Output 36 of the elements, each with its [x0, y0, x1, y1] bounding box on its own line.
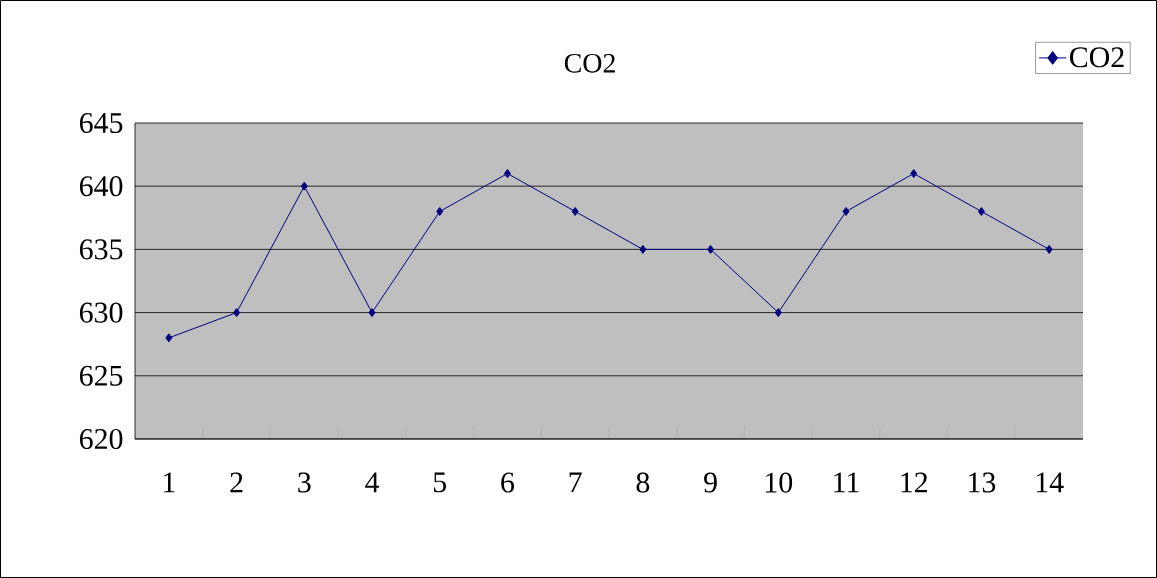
legend-label: CO2	[1069, 47, 1124, 68]
x-tick-label: 1	[164, 472, 175, 493]
point	[910, 169, 918, 179]
point	[300, 181, 308, 191]
point	[1045, 244, 1053, 254]
point	[436, 206, 444, 216]
y-tick-label: 645	[79, 112, 123, 134]
y-tick-label: 640	[79, 176, 123, 197]
point	[707, 244, 715, 254]
point	[977, 206, 985, 216]
x-tick-label: 6	[501, 472, 515, 493]
point	[639, 244, 647, 254]
x-tick-label: 14	[1036, 472, 1064, 493]
x-tick-label: 2	[230, 472, 243, 493]
x-tick-label: 12	[901, 472, 928, 493]
y-tick-label: 625	[79, 365, 123, 386]
x-tick-label: 5	[433, 472, 447, 493]
point	[503, 169, 511, 179]
x-tick-label: 11	[834, 472, 859, 493]
y-tick-label: 635	[79, 239, 123, 260]
point	[842, 206, 850, 216]
point	[774, 308, 782, 318]
x-tick-label: 7	[569, 472, 582, 493]
x-tick-label: 10	[765, 472, 793, 493]
y-tick-label: 620	[79, 428, 123, 450]
y-tick-label: 630	[79, 302, 123, 323]
point	[165, 333, 173, 343]
point	[233, 308, 241, 318]
x-tick-label: 8	[636, 472, 650, 493]
x-tick-label: 9	[704, 472, 717, 493]
x-tick-label: 13	[969, 472, 996, 493]
x-tick-label: 3	[298, 472, 311, 493]
x-tick-label: 4	[365, 472, 380, 493]
point	[571, 206, 579, 216]
chart-title: CO2	[564, 53, 615, 73]
point	[368, 308, 376, 318]
